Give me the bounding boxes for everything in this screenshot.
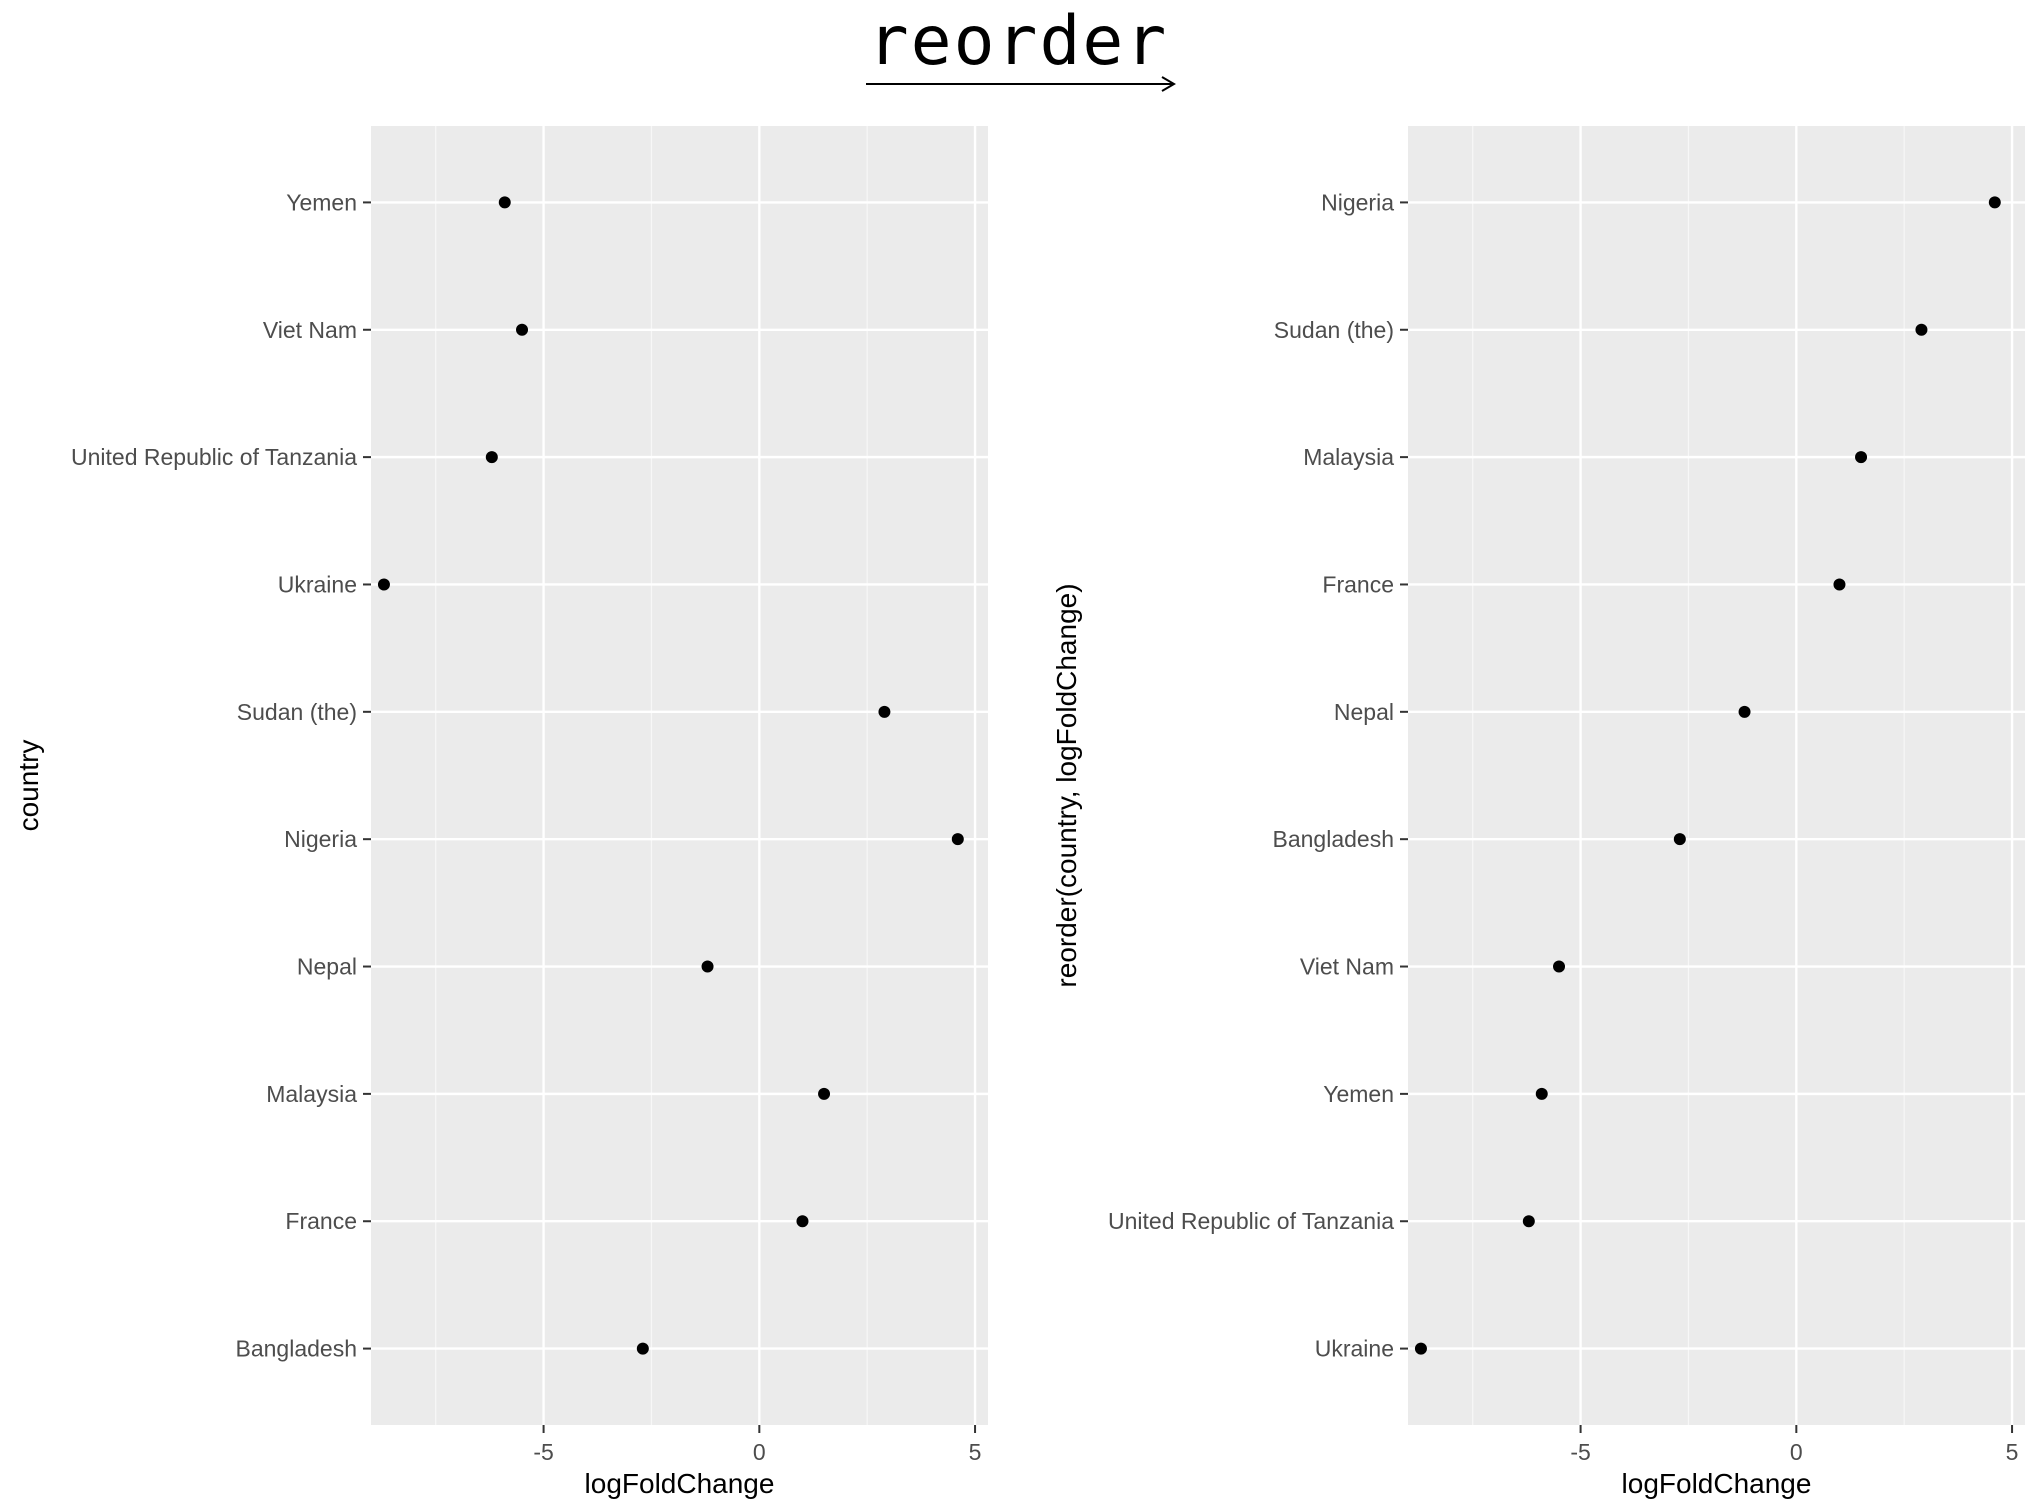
data-point <box>1553 960 1566 973</box>
x-tick-label: -5 <box>1570 1439 1590 1465</box>
data-point <box>1535 1087 1548 1100</box>
y-tick-label: Malaysia <box>1303 444 1394 470</box>
data-point <box>1738 705 1751 718</box>
x-tick-label: -5 <box>533 1439 553 1465</box>
y-tick-label: Yemen <box>1323 1081 1394 1107</box>
x-tick-label: 0 <box>753 1439 766 1465</box>
y-tick-label: France <box>285 1208 357 1234</box>
y-tick-label: Yemen <box>286 189 357 215</box>
panel-background <box>1408 126 2025 1425</box>
y-tick-label: Sudan (the) <box>237 699 357 725</box>
data-point <box>701 960 714 973</box>
x-axis-title: logFoldChange <box>585 1468 775 1499</box>
y-tick-label: United Republic of Tanzania <box>71 444 357 470</box>
y-tick-label: Nepal <box>1334 699 1394 725</box>
y-tick-label: France <box>1322 571 1394 597</box>
data-point <box>818 1087 831 1100</box>
x-tick-label: 5 <box>2006 1439 2019 1465</box>
y-tick-label: Ukraine <box>1315 1336 1394 1362</box>
x-axis-title: logFoldChange <box>1622 1468 1812 1499</box>
data-point <box>1855 451 1868 464</box>
data-point <box>1833 578 1846 591</box>
data-point <box>485 451 498 464</box>
y-tick-label: Ukraine <box>278 571 357 597</box>
data-point <box>1414 1342 1427 1355</box>
y-tick-label: Viet Nam <box>1300 954 1394 980</box>
data-point <box>1673 833 1686 846</box>
left-panel: Bangladesh France Malaysia Nepal Nigeria Suda… <box>13 126 988 1499</box>
data-point <box>1522 1215 1535 1228</box>
y-tick-label: Bangladesh <box>236 1336 358 1362</box>
data-point <box>1915 323 1928 336</box>
data-point <box>377 578 390 591</box>
y-tick-label: Malaysia <box>266 1081 357 1107</box>
data-point <box>951 833 964 846</box>
y-axis-title: reorder(country, logFoldChange) <box>1051 583 1082 987</box>
right-panel: Ukraine United Republic of Tanzania Yemen V… <box>1051 126 2025 1499</box>
y-tick-label: Nepal <box>297 954 357 980</box>
y-tick-label: Nigeria <box>284 826 357 852</box>
data-point <box>636 1342 649 1355</box>
y-axis-title: country <box>13 740 44 832</box>
data-point <box>796 1215 809 1228</box>
y-tick-label: United Republic of Tanzania <box>1108 1208 1394 1234</box>
x-tick-label: 5 <box>969 1439 982 1465</box>
y-tick-label: Bangladesh <box>1273 826 1395 852</box>
panel-background <box>371 126 988 1425</box>
y-tick-label: Nigeria <box>1321 189 1394 215</box>
data-point <box>498 196 511 209</box>
x-tick-label: 0 <box>1790 1439 1803 1465</box>
y-tick-label: Sudan (the) <box>1274 317 1394 343</box>
data-point <box>878 705 891 718</box>
title-area: reorder <box>0 0 2036 120</box>
data-point <box>516 323 529 336</box>
title-arrow-icon <box>866 76 1176 92</box>
data-point <box>1988 196 2001 209</box>
page-title: reorder <box>867 2 1169 81</box>
y-tick-label: Viet Nam <box>263 317 357 343</box>
